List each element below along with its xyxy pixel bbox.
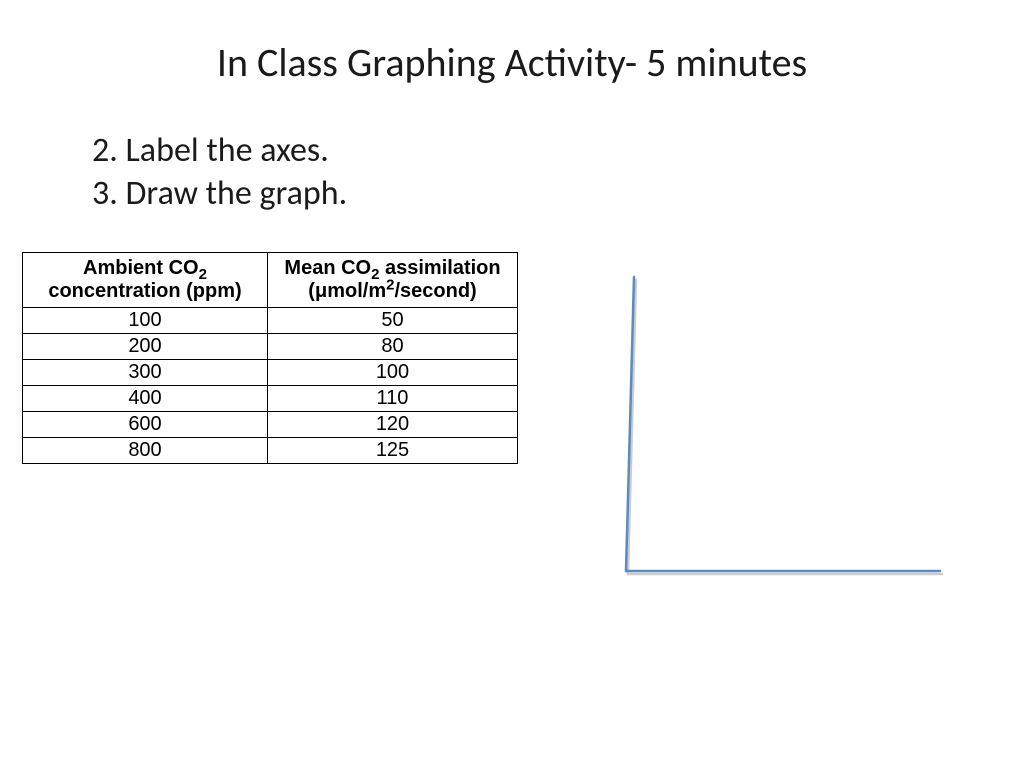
table-cell: 120 bbox=[268, 412, 518, 438]
table-cell: 100 bbox=[268, 360, 518, 386]
table-cell: 800 bbox=[23, 438, 268, 464]
table-row: 400 110 bbox=[23, 386, 518, 412]
slide-title: In Class Graphing Activity- 5 minutes bbox=[0, 38, 1024, 87]
instruction-line-2: 3. Draw the graph. bbox=[92, 173, 347, 216]
table-header-col-0: Ambient CO2 concentration (ppm) bbox=[23, 253, 268, 308]
table-cell: 50 bbox=[268, 308, 518, 334]
table-header-col-1: Mean CO2 assimilation (μmol/m2/second) bbox=[268, 253, 518, 308]
table-row: 200 80 bbox=[23, 334, 518, 360]
table-header-row: Ambient CO2 concentration (ppm) Mean CO2… bbox=[23, 253, 518, 308]
table-body: 100 50 200 80 300 100 400 110 600 120 80… bbox=[23, 308, 518, 464]
table-cell: 200 bbox=[23, 334, 268, 360]
instructions-block: 2. Label the axes. 3. Draw the graph. bbox=[92, 130, 347, 215]
table-cell: 400 bbox=[23, 386, 268, 412]
instruction-line-1: 2. Label the axes. bbox=[92, 130, 347, 173]
table-cell: 300 bbox=[23, 360, 268, 386]
table-row: 800 125 bbox=[23, 438, 518, 464]
table-row: 100 50 bbox=[23, 308, 518, 334]
table-cell: 600 bbox=[23, 412, 268, 438]
blank-axes bbox=[600, 275, 950, 585]
table-cell: 80 bbox=[268, 334, 518, 360]
table-cell: 100 bbox=[23, 308, 268, 334]
table-row: 600 120 bbox=[23, 412, 518, 438]
data-table: Ambient CO2 concentration (ppm) Mean CO2… bbox=[22, 252, 518, 464]
table-cell: 110 bbox=[268, 386, 518, 412]
table-row: 300 100 bbox=[23, 360, 518, 386]
table-cell: 125 bbox=[268, 438, 518, 464]
